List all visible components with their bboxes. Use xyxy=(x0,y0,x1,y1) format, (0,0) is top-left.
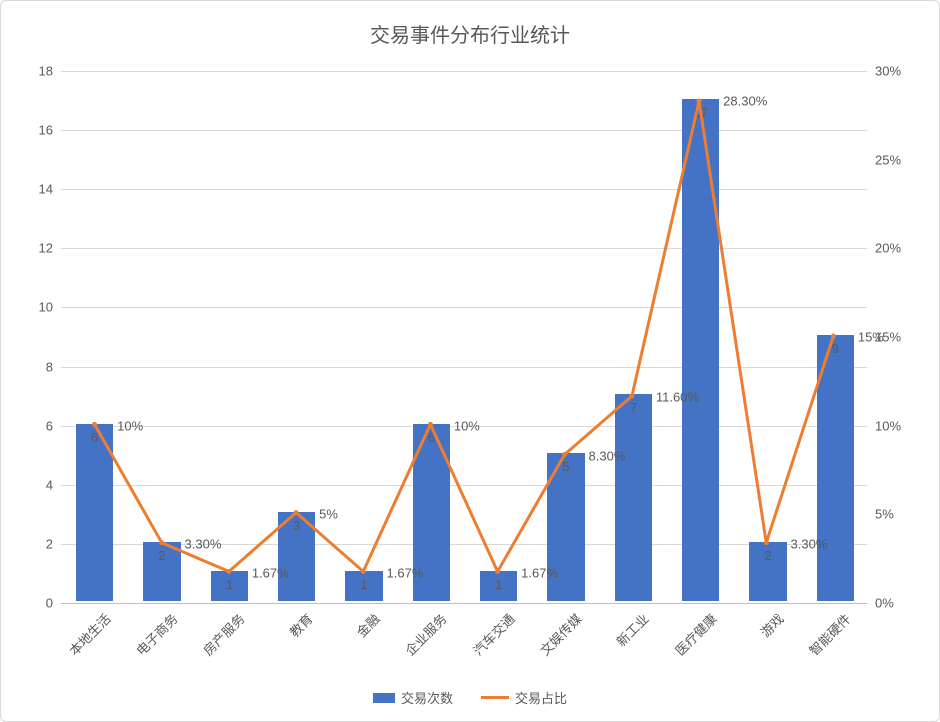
line-value-label: 8.30% xyxy=(589,448,626,463)
y-left-tick-label: 14 xyxy=(39,182,61,197)
x-tick-label: 汽车交通 xyxy=(468,609,518,659)
gridline xyxy=(61,189,867,190)
legend-swatch-bar xyxy=(373,693,395,703)
y-left-tick-label: 10 xyxy=(39,300,61,315)
line-value-label: 11.60% xyxy=(656,390,699,405)
chart-title: 交易事件分布行业统计 xyxy=(1,19,939,48)
line-value-label: 1.67% xyxy=(521,566,558,581)
line-value-label: 3.30% xyxy=(791,537,828,552)
gridline xyxy=(61,248,867,249)
x-tick-label: 文娱传媒 xyxy=(535,609,585,659)
line-value-label: 5% xyxy=(319,507,338,522)
line-value-label: 1.67% xyxy=(252,566,289,581)
y-left-tick-label: 6 xyxy=(46,418,61,433)
gridline xyxy=(61,367,867,368)
line-value-label: 28.30% xyxy=(723,94,767,109)
bar-value-label: 6 xyxy=(76,430,113,445)
bar: 3 xyxy=(278,512,315,601)
legend-label-line: 交易占比 xyxy=(515,688,567,707)
combo-chart: 交易事件分布行业统计 0246810121416180%5%10%15%20%2… xyxy=(0,0,940,722)
y-left-tick-label: 18 xyxy=(39,64,61,79)
y-left-tick-label: 8 xyxy=(46,359,61,374)
bar-value-label: 7 xyxy=(615,400,652,415)
bar: 1 xyxy=(480,571,517,601)
y-right-tick-label: 25% xyxy=(867,152,901,167)
bar-value-label: 1 xyxy=(480,577,517,592)
x-tick-label: 智能硬件 xyxy=(805,609,855,659)
gridline xyxy=(61,130,867,131)
bar-value-label: 1 xyxy=(345,577,382,592)
line-value-label: 3.30% xyxy=(185,537,222,552)
x-tick-label: 教育 xyxy=(284,609,316,641)
bar: 7 xyxy=(615,394,652,601)
legend-item-line: 交易占比 xyxy=(481,688,567,707)
y-left-tick-label: 0 xyxy=(46,596,61,611)
legend-label-bars: 交易次数 xyxy=(401,688,453,707)
y-left-tick-label: 16 xyxy=(39,123,61,138)
bar-value-label: 1 xyxy=(211,577,248,592)
y-left-tick-label: 4 xyxy=(46,477,61,492)
bar: 9 xyxy=(817,335,854,601)
line-value-label: 1.67% xyxy=(387,566,424,581)
bar: 6 xyxy=(76,424,113,601)
bar-value-label: 2 xyxy=(143,548,180,563)
bar: 2 xyxy=(749,542,786,601)
line-value-label: 10% xyxy=(117,418,143,433)
x-tick-label: 游戏 xyxy=(756,609,788,641)
y-left-tick-label: 2 xyxy=(46,536,61,551)
y-right-tick-label: 30% xyxy=(867,64,901,79)
y-right-tick-label: 5% xyxy=(867,507,894,522)
bar-value-label: 3 xyxy=(278,518,315,533)
y-right-tick-label: 0% xyxy=(867,596,894,611)
bar-value-label: 2 xyxy=(749,548,786,563)
bar-value-label: 17 xyxy=(682,105,719,120)
legend: 交易次数 交易占比 xyxy=(1,688,939,707)
bar-value-label: 5 xyxy=(547,459,584,474)
x-tick-label: 金融 xyxy=(352,609,384,641)
x-tick-label: 房产服务 xyxy=(199,609,249,659)
bar: 1 xyxy=(211,571,248,601)
line-value-label: 15% xyxy=(858,330,884,345)
gridline xyxy=(61,307,867,308)
plot-area: 0246810121416180%5%10%15%20%25%30%621316… xyxy=(61,71,867,601)
y-right-tick-label: 10% xyxy=(867,418,901,433)
line-series xyxy=(61,71,867,601)
legend-swatch-line xyxy=(481,696,509,699)
line-value-label: 10% xyxy=(454,418,480,433)
bar-value-label: 9 xyxy=(817,341,854,356)
y-right-tick-label: 20% xyxy=(867,241,901,256)
x-tick-label: 医疗健康 xyxy=(670,609,720,659)
bar: 17 xyxy=(682,99,719,601)
gridline xyxy=(61,544,867,545)
bar: 1 xyxy=(345,571,382,601)
x-tick-label: 新工业 xyxy=(612,609,653,650)
gridline xyxy=(61,485,867,486)
x-tick-label: 电子商务 xyxy=(131,609,181,659)
bar-value-label: 6 xyxy=(413,430,450,445)
bar: 2 xyxy=(143,542,180,601)
x-tick-label: 本地生活 xyxy=(64,609,114,659)
y-left-tick-label: 12 xyxy=(39,241,61,256)
gridline xyxy=(61,71,867,72)
x-axis: 本地生活电子商务房产服务 教育 金融企业服务汽车交通文娱传媒新工业医疗健康 游戏智能硬… xyxy=(61,603,867,673)
legend-item-bars: 交易次数 xyxy=(373,688,453,707)
x-tick-label: 企业服务 xyxy=(401,609,451,659)
